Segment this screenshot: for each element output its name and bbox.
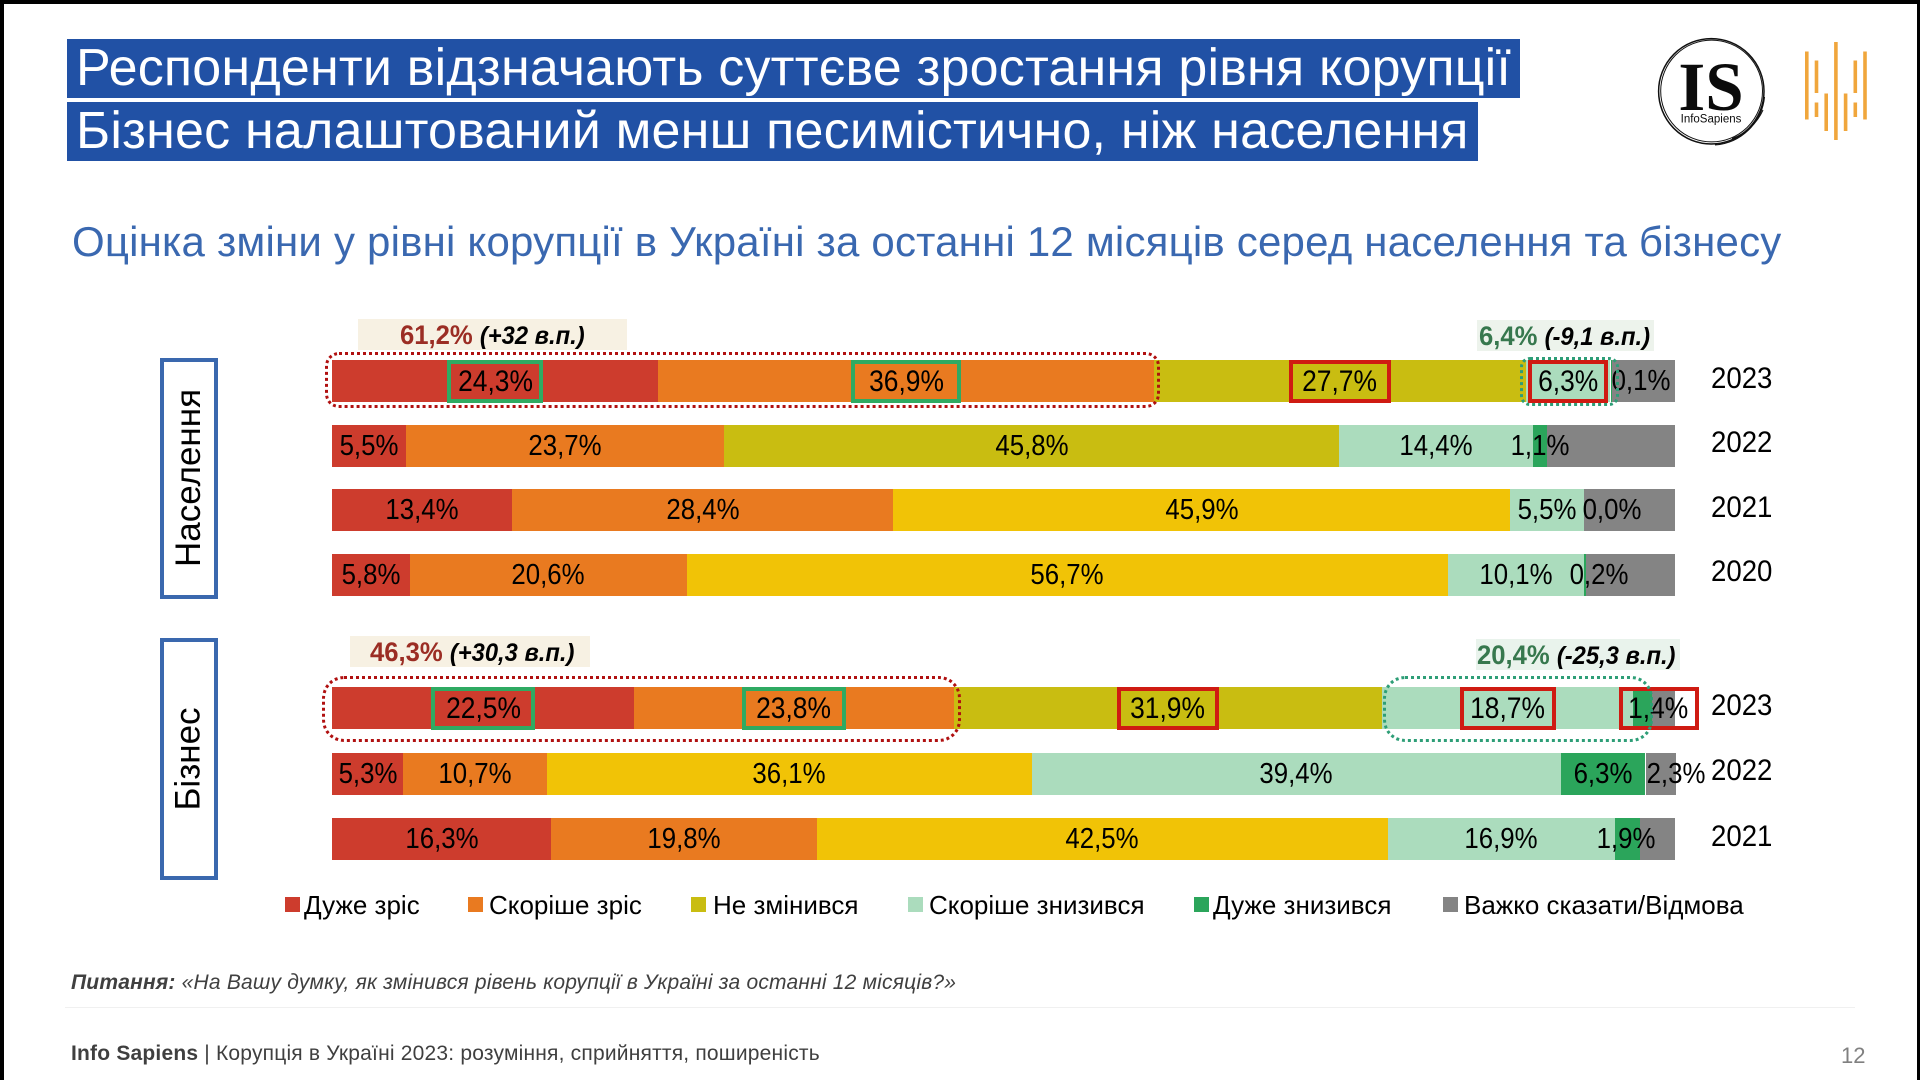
svg-text:InfoSapiens: InfoSapiens (1681, 114, 1742, 126)
svg-text:IS: IS (1678, 49, 1743, 125)
